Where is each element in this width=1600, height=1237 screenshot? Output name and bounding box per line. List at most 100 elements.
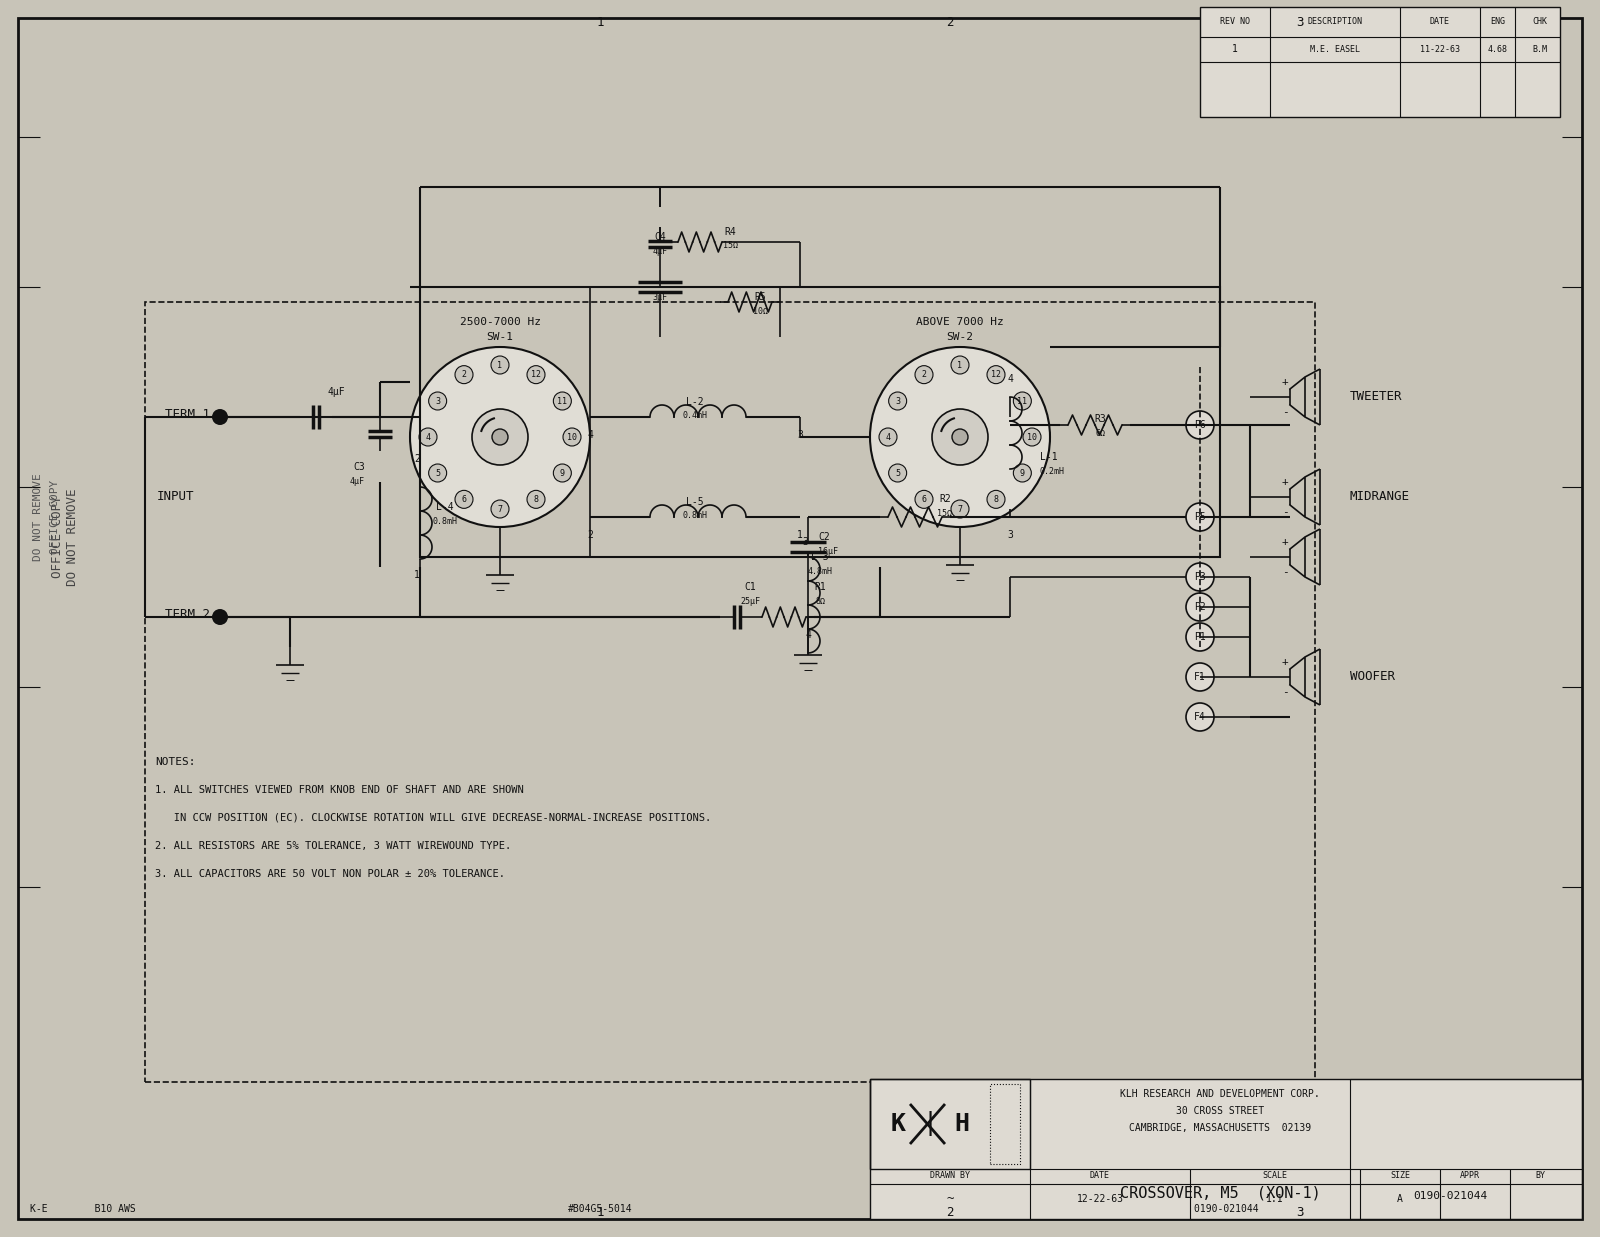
Text: 0.8mH: 0.8mH [432,517,458,526]
Text: 10: 10 [566,433,578,442]
Text: 11: 11 [1018,397,1027,406]
Text: 15Ω: 15Ω [723,241,738,251]
Text: -: - [1282,407,1288,417]
Text: REV NO: REV NO [1221,17,1250,26]
Circle shape [526,366,546,383]
Text: 1: 1 [597,1206,603,1218]
Text: TERM 2: TERM 2 [165,609,210,621]
Text: L-4: L-4 [437,502,454,512]
Text: 10Ω: 10Ω [752,307,768,315]
Circle shape [888,464,907,482]
Text: 4: 4 [587,430,594,440]
Circle shape [429,464,446,482]
Text: B.M: B.M [1533,45,1547,53]
Text: 3: 3 [797,430,803,440]
Text: 0.2mH: 0.2mH [1040,468,1066,476]
Text: 8: 8 [994,495,998,503]
Text: +: + [1282,377,1288,387]
Circle shape [1186,663,1214,691]
Text: 11-22-63: 11-22-63 [1421,45,1459,53]
Text: 7: 7 [498,505,502,513]
Text: 16µF: 16µF [818,548,838,557]
Text: 11: 11 [557,397,568,406]
Bar [1200,7,1560,118]
Circle shape [491,356,509,374]
Text: P1: P1 [1194,632,1206,642]
Text: #B04G5-5014: #B04G5-5014 [568,1204,632,1213]
Text: 1. ALL SWITCHES VIEWED FROM KNOB END OF SHAFT AND ARE SHOWN: 1. ALL SWITCHES VIEWED FROM KNOB END OF … [155,785,523,795]
Circle shape [1186,503,1214,531]
Text: 8Ω: 8Ω [814,596,826,605]
Circle shape [454,366,474,383]
Text: 6: 6 [461,495,467,503]
Text: C4: C4 [654,233,666,242]
Text: APPR: APPR [1459,1171,1480,1180]
Text: -: - [1282,687,1288,696]
Text: 30 CROSS STREET: 30 CROSS STREET [1176,1106,1264,1116]
Circle shape [950,500,970,518]
Circle shape [554,392,571,409]
Circle shape [526,490,546,508]
Text: WOOFER: WOOFER [1350,670,1395,684]
Bar [1350,1079,1582,1218]
Text: F4: F4 [1194,713,1206,722]
Circle shape [563,428,581,447]
Text: SW-1: SW-1 [486,332,514,341]
Text: F1: F1 [1194,672,1206,682]
Text: 1: 1 [597,16,603,28]
Text: 4µF: 4µF [326,387,346,397]
Text: +: + [1282,537,1288,547]
Circle shape [554,464,571,482]
Circle shape [1186,703,1214,731]
Text: SIZE: SIZE [1390,1171,1410,1180]
Text: 4µF: 4µF [653,247,667,256]
Text: 12: 12 [531,370,541,380]
Text: 1: 1 [797,529,803,541]
Text: 4.8mH: 4.8mH [808,567,832,575]
Text: TERM 1: TERM 1 [165,408,210,422]
Text: 6: 6 [922,495,926,503]
Text: C3: C3 [354,461,365,473]
Text: ~: ~ [946,1192,954,1206]
Text: 25µF: 25µF [739,596,760,605]
Text: H: H [955,1112,970,1136]
Circle shape [429,392,446,409]
Text: DATE: DATE [1090,1171,1110,1180]
Bar [419,287,1221,557]
Text: 2: 2 [414,454,419,464]
Bar [990,1084,1021,1164]
Text: 12-22-63: 12-22-63 [1077,1194,1123,1204]
Circle shape [950,356,970,374]
Text: 3: 3 [1296,16,1304,28]
Circle shape [1022,428,1042,447]
Text: K: K [891,1112,906,1136]
Text: NOTES:: NOTES: [155,757,195,767]
Text: BY: BY [1534,1171,1546,1180]
Text: 2: 2 [946,1206,954,1218]
Circle shape [211,409,229,426]
Circle shape [915,366,933,383]
Text: R4: R4 [725,228,736,238]
Text: C1: C1 [744,581,755,593]
Text: SCALE: SCALE [1262,1171,1288,1180]
Text: 4: 4 [426,433,430,442]
Text: CROSSOVER, M5  (XON-1): CROSSOVER, M5 (XON-1) [1120,1186,1320,1201]
Text: TWEETER: TWEETER [1350,391,1403,403]
Text: 3: 3 [1006,529,1013,541]
Text: 3: 3 [802,537,808,547]
Circle shape [491,500,509,518]
Circle shape [888,392,907,409]
Text: MIDRANGE: MIDRANGE [1350,491,1410,503]
Circle shape [1186,623,1214,651]
Text: 3µF: 3µF [653,292,667,302]
Text: P6: P6 [1194,421,1206,430]
Text: P3: P3 [1194,571,1206,581]
Circle shape [952,429,968,445]
Text: ENG: ENG [1491,17,1506,26]
Text: 7: 7 [957,505,963,513]
Text: L-5: L-5 [686,497,704,507]
Circle shape [493,429,509,445]
Circle shape [454,490,474,508]
Text: 2: 2 [922,370,926,380]
Text: DATE: DATE [1430,17,1450,26]
